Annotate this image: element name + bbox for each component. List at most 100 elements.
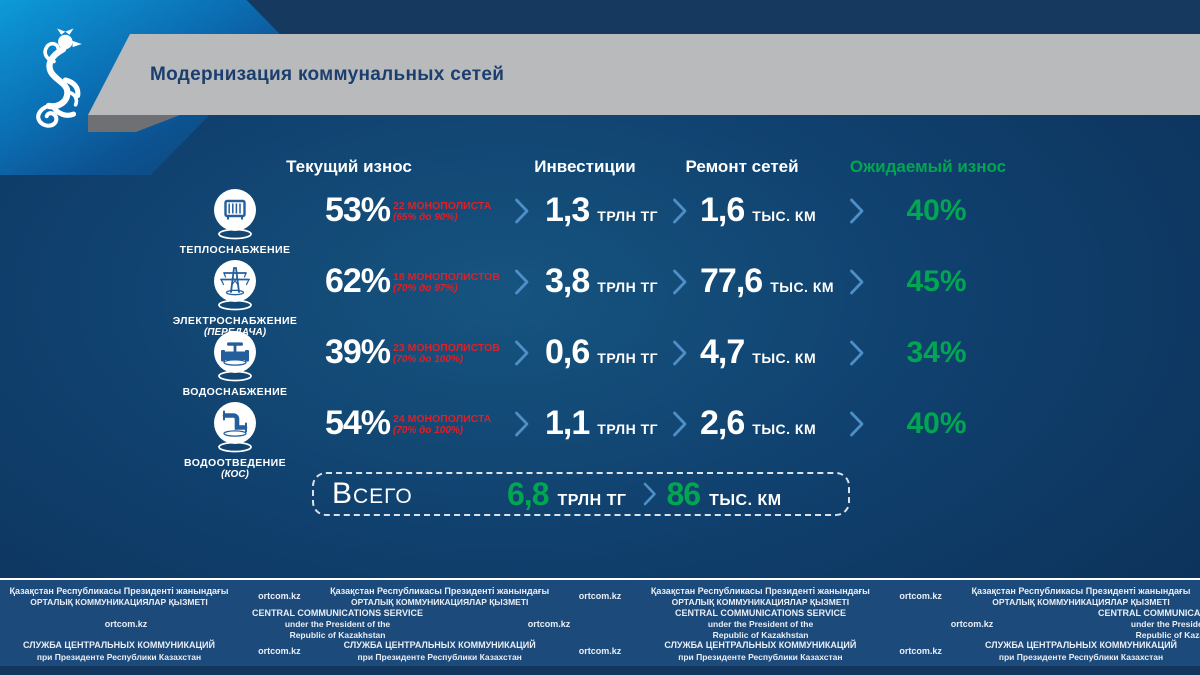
sector-label: ТЕПЛОСНАБЖЕНИЕ [179, 244, 291, 256]
investment-unit: ТРЛН ТГ [597, 421, 659, 437]
footer-url: ortcom.kz [258, 591, 301, 602]
current-wear-value: 39% [324, 333, 391, 371]
footer-url: ortcom.kz [899, 645, 942, 656]
expected-wear-value: 34% [906, 335, 967, 369]
title-banner: Модернизация коммунальных сетей [88, 34, 1200, 115]
table-row: ТЕПЛОСНАБЖЕНИЕ 53% 22 МОНОПОЛИСТА (65% д… [0, 175, 1200, 256]
footer-url: ortcom.kz [104, 618, 148, 629]
radiator-icon [211, 188, 259, 242]
monopolists-note: 22 МОНОПОЛИСТА (65% до 90%) [393, 198, 505, 224]
wear-range: (70% до 100%) [393, 424, 464, 436]
footer-url: ortcom.kz [258, 645, 301, 656]
chevron-right-icon [840, 268, 874, 296]
sewer-pipe-icon [211, 401, 259, 455]
column-header-current-wear: Текущий износ [286, 157, 412, 176]
current-wear-value: 53% [324, 191, 391, 229]
expected-wear-value: 40% [906, 406, 967, 440]
total-investment: 6,8 ТРЛН ТГ [507, 476, 627, 513]
footer-url: ortcom.kz [578, 645, 622, 656]
table-rows: ТЕПЛОСНАБЖЕНИЕ 53% 22 МОНОПОЛИСТА (65% д… [0, 175, 1200, 480]
investment-value: 1,1 [545, 404, 590, 442]
footer-text-russian: СЛУЖБА ЦЕНТРАЛЬНЫХ КОММУНИКАЦИЙ при Прези… [664, 640, 857, 662]
monopolists-note: 24 МОНОПОЛИСТА (70% до 100%) [393, 411, 505, 437]
footer-text-kazakh: Қазақстан Республикасы Президенті жанынд… [330, 586, 550, 608]
column-header-repair: Ремонт сетей [685, 157, 799, 176]
total-label: Всего [332, 477, 413, 510]
sector-cell: ВОДООТВЕДЕНИЕ (КОС) [170, 388, 300, 480]
sector-cell: ВОДОСНАБЖЕНИЕ [170, 317, 300, 398]
chevron-right-icon [840, 339, 874, 367]
expected-wear-value: 45% [906, 264, 967, 298]
footer-text-kazakh: Қазақстан Республикасы Президенті жанынд… [9, 586, 229, 608]
sector-label: ВОДООТВЕДЕНИЕ [184, 457, 286, 469]
investment-unit: ТРЛН ТГ [597, 350, 659, 366]
investment-unit: ТРЛН ТГ [597, 279, 659, 295]
footer-url: ortcom.kz [899, 591, 942, 602]
repair-value: 4,7 [700, 333, 745, 371]
total-investment-value: 6,8 [507, 475, 549, 512]
investment-value: 3,8 [545, 262, 590, 300]
investment-cell: 3,8 ТРЛН ТГ [539, 262, 665, 301]
chevron-right-icon [665, 197, 695, 225]
chevron-right-icon [505, 197, 539, 225]
footer-row: ortcom.kz CENTRAL COMMUNICATIONS SERVICE u… [0, 608, 1200, 641]
investment-cell: 0,6 ТРЛН ТГ [539, 333, 665, 372]
wear-range: (70% до 100%) [393, 353, 464, 365]
monopolists-count: 23 МОНОПОЛИСТОВ [393, 341, 500, 354]
investment-cell: 1,3 ТРЛН ТГ [539, 191, 665, 230]
chevron-right-icon [643, 482, 657, 506]
chevron-right-icon [840, 410, 874, 438]
repair-cell: 2,6 ТЫС. КМ [695, 404, 840, 443]
table-row: ЭЛЕКТРОСНАБЖЕНИЕ (ПЕРЕДАЧА) 62% 18 МОНОП… [0, 246, 1200, 338]
footer-row: СЛУЖБА ЦЕНТРАЛЬНЫХ КОММУНИКАЦИЙ при Прези… [0, 640, 1200, 662]
wear-range: (70% до 97%) [393, 282, 458, 294]
column-header-expected-wear: Ожидаемый износ [849, 157, 1007, 176]
sector-cell: ТЕПЛОСНАБЖЕНИЕ [170, 175, 300, 256]
total-box: Всего 6,8 ТРЛН ТГ 86 ТЫС. КМ [312, 472, 850, 516]
chevron-right-icon [665, 268, 695, 296]
repair-unit: ТЫС. КМ [752, 421, 817, 437]
expected-wear-value: 40% [906, 193, 967, 227]
sector-sub-label: (КОС) [221, 469, 249, 480]
repair-value: 77,6 [700, 262, 763, 300]
total-repair: 86 ТЫС. КМ [667, 476, 782, 513]
investment-cell: 1,1 ТРЛН ТГ [539, 404, 665, 443]
chevron-right-icon [505, 410, 539, 438]
footer-url: ortcom.kz [578, 591, 622, 602]
footer-watermark: Қазақстан Республикасы Президенті жанынд… [0, 578, 1200, 675]
monopolists-count: 22 МОНОПОЛИСТА [393, 199, 492, 212]
chevron-right-icon [840, 197, 874, 225]
repair-unit: ТЫС. КМ [770, 279, 835, 295]
repair-cell: 4,7 ТЫС. КМ [695, 333, 840, 372]
repair-value: 1,6 [700, 191, 745, 229]
footer-text-russian: СЛУЖБА ЦЕНТРАЛЬНЫХ КОММУНИКАЦИЙ при Прези… [985, 640, 1178, 662]
total-investment-unit: ТРЛН ТГ [557, 491, 627, 509]
repair-cell: 1,6 ТЫС. КМ [695, 191, 840, 230]
water-valve-icon [211, 330, 259, 384]
table-row: ВОДООТВЕДЕНИЕ (КОС) 54% 24 МОНОПОЛИСТА (… [0, 388, 1200, 480]
footer-text-russian: СЛУЖБА ЦЕНТРАЛЬНЫХ КОММУНИКАЦИЙ при Прези… [22, 640, 215, 662]
wear-range: (65% до 90%) [393, 211, 458, 223]
repair-unit: ТЫС. КМ [752, 350, 817, 366]
sector-label: ВОДОСНАБЖЕНИЕ [182, 386, 288, 398]
column-header-investment: Инвестиции [534, 157, 636, 176]
current-wear-value: 62% [324, 262, 391, 300]
footer-text-kazakh: Қазақстан Республикасы Президенті жанынд… [650, 586, 870, 608]
investment-value: 1,3 [545, 191, 590, 229]
footer-row: Қазақстан Республикасы Президенті жанынд… [0, 586, 1200, 608]
chevron-right-icon [505, 339, 539, 367]
chevron-right-icon [665, 410, 695, 438]
repair-cell: 77,6 ТЫС. КМ [695, 262, 840, 301]
footer-url: ortcom.kz [527, 618, 571, 629]
repair-unit: ТЫС. КМ [752, 208, 817, 224]
monopolists-note: 23 МОНОПОЛИСТОВ (70% до 100%) [393, 340, 505, 366]
footer-text-russian: СЛУЖБА ЦЕНТРАЛЬНЫХ КОММУНИКАЦИЙ при Прези… [343, 640, 536, 662]
investment-value: 0,6 [545, 333, 590, 371]
total-repair-value: 86 [666, 475, 702, 512]
page-title: Модернизация коммунальных сетей [150, 63, 505, 85]
investment-unit: ТРЛН ТГ [597, 208, 659, 224]
footer-text-kazakh: Қазақстан Республикасы Президенті жанынд… [971, 586, 1191, 608]
